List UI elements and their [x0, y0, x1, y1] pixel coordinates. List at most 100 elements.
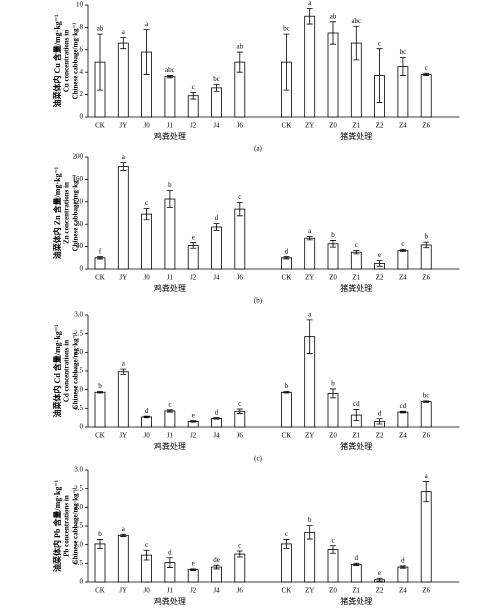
- y-tick-label: 40: [76, 242, 84, 250]
- error-bar: [376, 48, 383, 103]
- x-tick-label: Z2: [376, 587, 384, 595]
- error-bar: [306, 525, 313, 540]
- x-tick-label: CK: [95, 122, 105, 130]
- y-tick-label: 120: [73, 197, 84, 205]
- bar: [187, 569, 199, 583]
- error-bar: [330, 545, 336, 554]
- x-tick-label: CK: [95, 432, 105, 440]
- bar: [304, 531, 316, 583]
- significance-letter: e: [378, 251, 381, 259]
- error-bar: [120, 37, 127, 50]
- error-bar: [236, 51, 243, 73]
- y-tick-label: 2.0: [74, 348, 83, 356]
- error-bar: [97, 33, 103, 91]
- error-bar: [143, 415, 150, 419]
- significance-letter: f: [99, 247, 102, 255]
- bar: [117, 371, 129, 428]
- significance-letter: a: [122, 28, 126, 36]
- significance-letter: a: [308, 0, 312, 7]
- significance-letter: b: [285, 382, 289, 390]
- significance-letter: bc: [213, 75, 220, 83]
- bar: [280, 257, 292, 270]
- significance-letter: a: [308, 310, 312, 318]
- x-tick-label: Z0: [329, 587, 337, 595]
- y-tick-label: 0: [80, 113, 84, 121]
- significance-letter: c: [238, 542, 241, 550]
- significance-letter: bc: [423, 391, 430, 399]
- bar: [94, 257, 106, 270]
- y-tick-label: 2.0: [74, 503, 83, 511]
- bar: [211, 87, 222, 118]
- bar: [211, 418, 222, 428]
- significance-letter: c: [145, 541, 148, 549]
- bar: [420, 74, 432, 118]
- panel-label: (c): [254, 455, 262, 463]
- significance-letter: d: [401, 557, 405, 565]
- y-tick-label: 8: [80, 23, 84, 31]
- bar: [327, 392, 339, 428]
- significance-letter: e: [192, 411, 195, 419]
- group-label: 猪粪处理: [340, 441, 372, 451]
- x-tick-label: JY: [119, 432, 127, 440]
- x-tick-label: J4: [213, 122, 220, 130]
- y-axis-label: Zn concentrations in: [63, 182, 71, 244]
- significance-letter: e: [192, 560, 195, 568]
- y-tick-label: 6: [80, 45, 84, 53]
- significance-letter: a: [425, 472, 429, 480]
- group-label: 鸡粪处理: [154, 441, 186, 451]
- y-axis-label: 油菜体内 Zn 含量/mg·kg⁻¹: [52, 166, 62, 259]
- x-tick-label: Z4: [399, 587, 407, 595]
- y-axis-label: Chinese cabbage/mg·kg⁻¹: [72, 175, 80, 252]
- x-tick-label: J1: [167, 587, 174, 595]
- error-bar: [353, 562, 360, 566]
- significance-letter: c: [192, 83, 195, 91]
- x-tick-label: Z0: [329, 274, 337, 282]
- x-tick-label: Z6: [422, 432, 430, 440]
- error-bar: [213, 223, 220, 231]
- y-tick-label: 2.5: [74, 329, 83, 337]
- x-tick-label: CK: [282, 432, 292, 440]
- x-tick-label: J2: [190, 587, 197, 595]
- error-bar: [97, 539, 103, 549]
- bar: [234, 553, 246, 583]
- x-tick-label: J1: [167, 122, 174, 130]
- bar: [164, 198, 176, 270]
- bar: [280, 391, 292, 428]
- y-tick-label: 2: [80, 90, 84, 98]
- x-tick-label: Z4: [399, 122, 407, 130]
- bar: [304, 237, 316, 270]
- x-tick-label: J2: [190, 122, 197, 130]
- error-bar: [213, 564, 220, 570]
- bar: [397, 250, 409, 270]
- y-axis-label: Pb concentrations in: [63, 495, 71, 557]
- x-tick-label: Z2: [376, 122, 384, 130]
- bar: [187, 245, 199, 270]
- x-tick-label: J4: [213, 587, 220, 595]
- group-label: 猪粪处理: [340, 596, 372, 606]
- significance-letter: d: [145, 407, 149, 415]
- significance-letter: d: [168, 548, 172, 556]
- error-bar: [143, 29, 150, 75]
- y-tick-label: 80: [76, 220, 84, 228]
- bar: [420, 401, 432, 428]
- bar: [117, 166, 129, 270]
- significance-letter: e: [192, 233, 195, 241]
- error-bar: [330, 388, 336, 399]
- significance-letter: b: [331, 380, 335, 388]
- error-bar: [283, 256, 290, 260]
- significance-letter: c: [238, 400, 241, 408]
- error-bar: [399, 565, 406, 569]
- error-bar: [120, 368, 127, 375]
- error-bar: [376, 577, 383, 582]
- y-axis-label: Chinese cabbage/mg·kg⁻¹: [72, 488, 80, 565]
- x-tick-label: Z1: [352, 587, 360, 595]
- y-tick-label: 10: [76, 1, 84, 9]
- x-tick-label: Z0: [329, 432, 337, 440]
- x-tick-label: JY: [119, 122, 127, 130]
- bar: [327, 243, 339, 270]
- x-tick-label: J1: [167, 432, 174, 440]
- error-bar: [330, 21, 336, 45]
- y-axis-label: 油菜体内 Pb 含量/mg·kg⁻¹: [52, 479, 62, 572]
- x-tick-label: J0: [143, 432, 150, 440]
- x-tick-label: J6: [237, 587, 244, 595]
